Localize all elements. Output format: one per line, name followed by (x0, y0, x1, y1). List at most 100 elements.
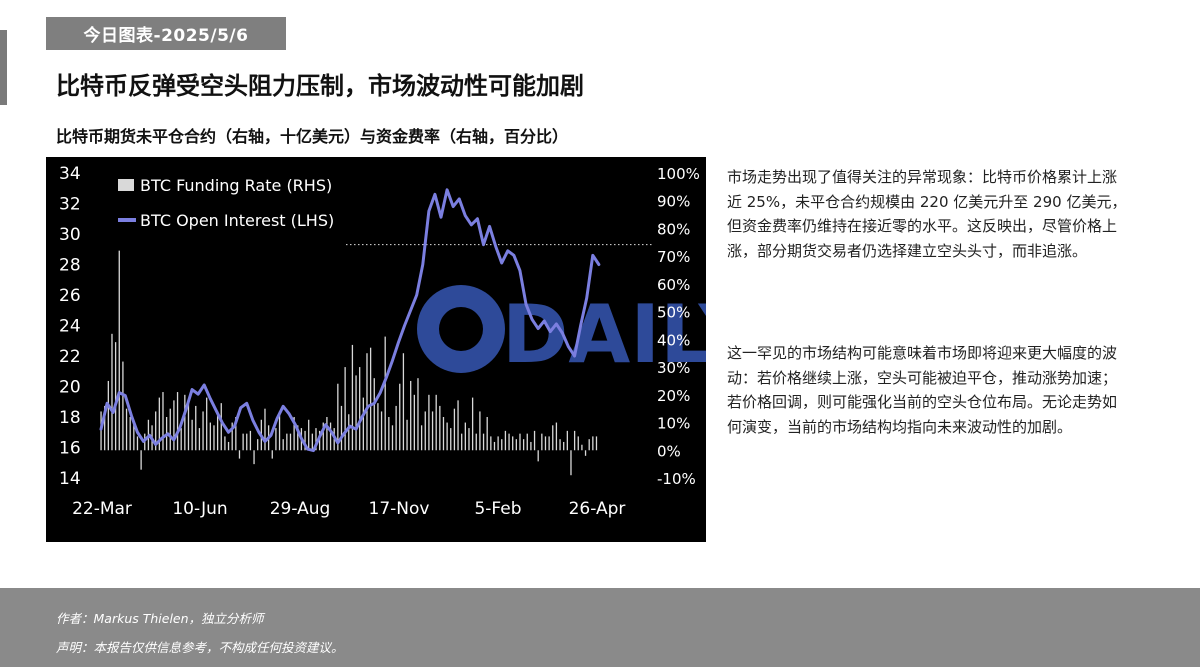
watermark-text: DAILY (502, 288, 706, 381)
left-accent-bar (0, 30, 7, 105)
funding-rate-bar (169, 408, 171, 451)
funding-rate-bar (395, 405, 397, 451)
right-axis-tick-label: 50% (657, 304, 690, 322)
funding-rate-bar (504, 430, 507, 451)
funding-rate-bar (588, 439, 590, 451)
x-axis-tick-label: 26-Apr (569, 499, 626, 519)
funding-rate-bar (155, 411, 157, 451)
funding-rate-bar (581, 444, 583, 451)
funding-rate-bar (107, 380, 109, 451)
funding-rate-bar (191, 419, 193, 451)
funding-rate-bar (293, 417, 295, 451)
funding-rate-bar (318, 430, 321, 451)
funding-rate-bar (118, 250, 120, 451)
funding-rate-bar (570, 450, 572, 476)
right-axis-tick-label: 0% (657, 442, 681, 460)
left-axis-tick-label: 26 (59, 286, 81, 306)
funding-rate-bar (348, 414, 350, 451)
left-axis-tick-label: 34 (59, 164, 81, 184)
funding-rate-bar (482, 433, 485, 451)
funding-rate-bar (479, 411, 481, 451)
funding-rate-bar (158, 397, 160, 451)
funding-rate-bar (366, 353, 368, 451)
funding-rate-bar (125, 408, 128, 451)
funding-rate-bar (512, 436, 514, 451)
funding-rate-bar (264, 408, 266, 451)
funding-rate-bar (253, 450, 255, 465)
funding-rate-bar (180, 428, 182, 451)
x-axis-tick-label: 29-Aug (270, 499, 331, 519)
funding-rate-bar (100, 411, 102, 451)
funding-rate-bar (533, 430, 536, 451)
funding-rate-bar (275, 428, 277, 451)
funding-rate-bar (369, 347, 372, 451)
funding-rate-bar (337, 383, 339, 451)
btc-oi-funding-chart: DAILY 14 16 18 20 22 24 26 28 30 32 34 -10% 0% 10% 20% 3… (59, 164, 706, 519)
funding-rate-bar (173, 400, 175, 451)
funding-rate-bar (442, 417, 445, 451)
funding-rate-bar (413, 394, 415, 451)
x-axis-tick-label: 22-Mar (72, 499, 132, 519)
left-axis-tick-label: 30 (59, 225, 81, 245)
legend-oi-label: BTC Open Interest (LHS) (140, 211, 334, 230)
funding-rate-bar (431, 411, 434, 451)
funding-rate-bar (526, 433, 528, 451)
left-axis-tick-label: 28 (59, 256, 81, 276)
funding-rate-bar (162, 392, 164, 451)
right-axis-tick-label: 70% (657, 248, 690, 266)
funding-rate-bar (486, 417, 488, 451)
date-tag: 今日图表-2025/5/6 (46, 17, 286, 50)
funding-rate-bar (286, 433, 288, 451)
right-axis-tick-label: 40% (657, 331, 690, 349)
funding-rate-bar (344, 367, 346, 451)
funding-rate-bar (584, 450, 587, 456)
funding-rate-bar (453, 408, 456, 451)
funding-rate-bar (231, 422, 233, 451)
funding-rate-bar (238, 450, 241, 459)
funding-rate-bar (329, 422, 332, 451)
funding-rate-bar (213, 425, 215, 451)
funding-rate-bar (493, 441, 496, 451)
x-axis-tick-label: 10-Jun (172, 499, 227, 519)
x-axis-tick-label: 5-Feb (474, 499, 521, 519)
funding-rate-bar (410, 380, 412, 451)
funding-rate-bar (111, 333, 113, 451)
funding-rate-bar (114, 342, 117, 451)
funding-rate-bar (206, 397, 208, 451)
left-axis-tick-label: 22 (59, 347, 81, 367)
funding-rate-bar (435, 394, 437, 451)
funding-rate-bar (311, 433, 313, 451)
right-axis-tick-label: 10% (657, 415, 690, 433)
funding-rate-bar (362, 397, 364, 451)
funding-rate-bar (282, 439, 284, 451)
funding-rate-bar (420, 425, 423, 451)
funding-rate-bar (122, 361, 124, 451)
funding-rate-bar (471, 397, 474, 451)
funding-rate-bar (595, 436, 598, 451)
author-line: 作者：Markus Thielen，独立分析师 (56, 611, 264, 626)
funding-rate-bar (439, 405, 441, 451)
funding-rate-bar (235, 417, 237, 451)
funding-rate-bar (297, 425, 299, 451)
funding-rate-bar (497, 436, 499, 451)
funding-rate-bar (417, 378, 419, 451)
right-axis-tick-label: 100% (657, 165, 700, 183)
funding-rate-bar (541, 433, 543, 451)
funding-rate-bar (322, 422, 324, 451)
funding-rate-bar (133, 422, 135, 451)
funding-rate-bar (406, 419, 408, 451)
funding-rate-bar (129, 417, 131, 451)
funding-rate-bar (308, 419, 310, 451)
funding-rate-bar (559, 439, 561, 451)
funding-rate-bar (424, 411, 426, 451)
funding-rate-bar (104, 405, 106, 451)
funding-rate-bar (224, 436, 226, 451)
funding-rate-bar (592, 436, 594, 451)
left-axis-tick-label: 32 (59, 195, 81, 215)
funding-rate-bar (278, 411, 281, 451)
funding-rate-bar (457, 400, 459, 451)
funding-rate-bar (220, 403, 222, 451)
left-axis-tick-label: 16 (59, 439, 81, 459)
right-axis-tick-label: 30% (657, 359, 690, 377)
funding-rate-bar (388, 417, 390, 451)
